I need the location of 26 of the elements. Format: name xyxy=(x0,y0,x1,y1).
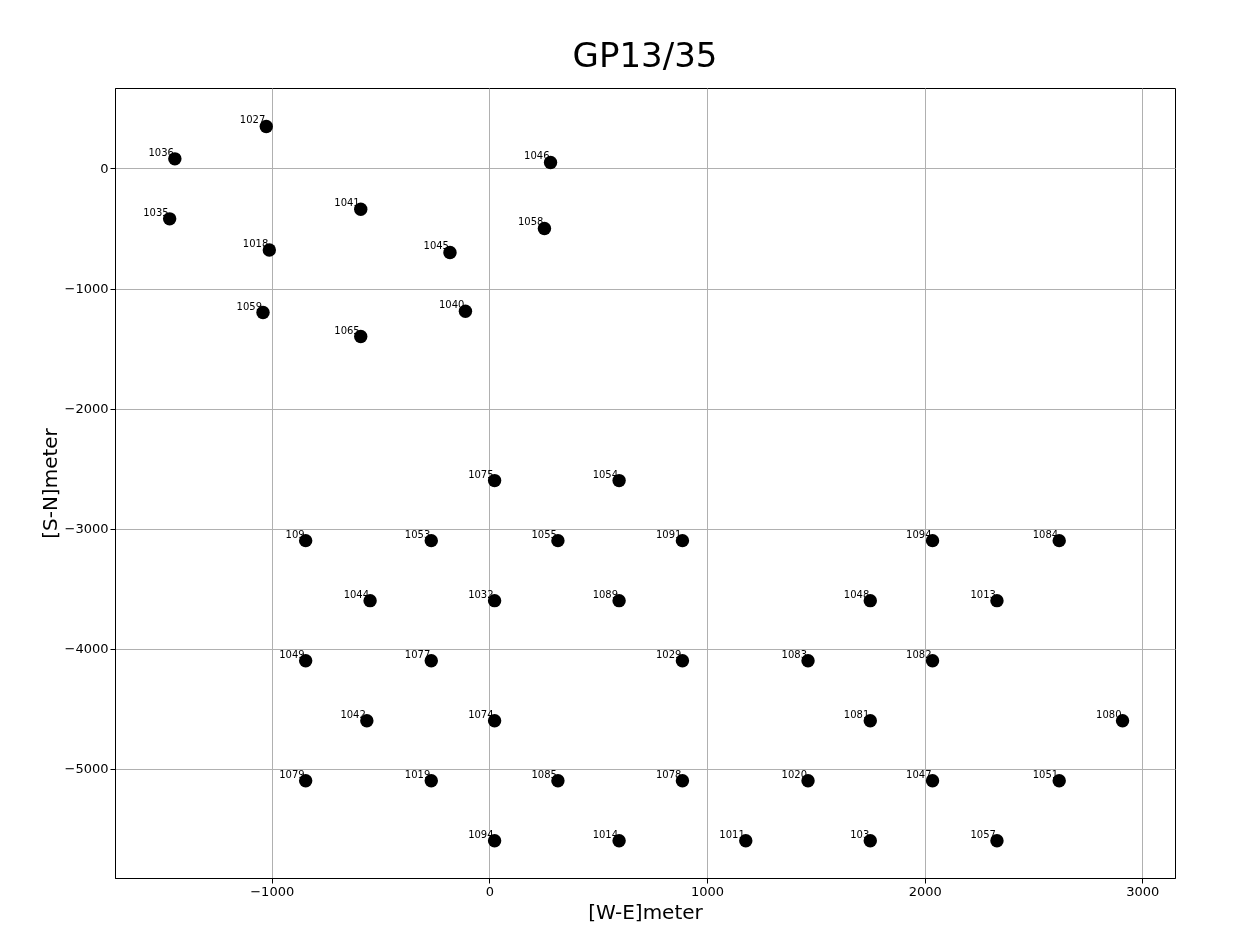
annotation: 1041 xyxy=(334,197,360,209)
annotation: 1058 xyxy=(517,216,544,228)
y-tick-label: −3000 xyxy=(64,521,109,537)
x-tick-label: 1000 xyxy=(690,883,725,899)
annotation: 1040 xyxy=(438,299,465,311)
x-tick-label: 3000 xyxy=(1126,883,1160,899)
x-tick-label: 2000 xyxy=(908,883,942,899)
annotation: 1094 xyxy=(468,828,494,840)
annotation: 1049 xyxy=(279,648,305,660)
annotation: 1046 xyxy=(524,150,550,162)
x-axis-title: [W-E]meter xyxy=(588,899,704,924)
annotation: 1057 xyxy=(970,828,996,840)
y-tick-label: 0 xyxy=(100,160,109,176)
y-tick-label: −2000 xyxy=(64,401,109,417)
y-tick-label: −5000 xyxy=(64,761,109,777)
annotation: 1047 xyxy=(906,768,932,780)
annotation: 1027 xyxy=(239,114,266,126)
annotation: 1079 xyxy=(279,768,305,780)
y-axis-title: [S-N]meter xyxy=(37,427,62,539)
annotation: 1077 xyxy=(404,648,431,660)
x-tick-label: 0 xyxy=(485,883,495,899)
y-tick-label: −1000 xyxy=(64,281,109,296)
y-tick-label: −4000 xyxy=(64,641,109,657)
chart-title: GP13/35 xyxy=(572,35,718,75)
x-tick-label: −1000 xyxy=(250,883,295,899)
annotation: 1042 xyxy=(340,708,366,720)
